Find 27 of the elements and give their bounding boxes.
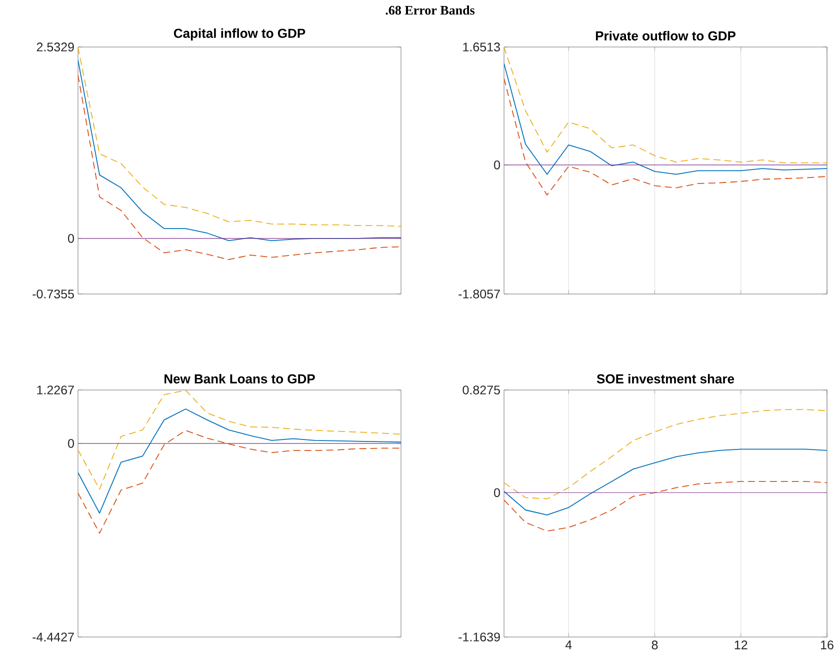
chart-title: Capital inflow to GDP <box>174 28 306 40</box>
line-series <box>78 74 402 260</box>
x-tick-label: 16 <box>821 640 834 650</box>
y-tick-label: 1.2267 <box>37 386 74 394</box>
x-tick-label: 12 <box>734 640 748 650</box>
y-tick-label: 0.8275 <box>462 386 500 394</box>
text: .68 Error Bands <box>386 6 475 15</box>
line-series <box>78 390 402 490</box>
line-series <box>78 408 402 514</box>
y-tick-label: 0 <box>494 488 500 498</box>
line-series <box>504 409 828 500</box>
y-tick-label: -0.7355 <box>32 290 74 298</box>
y-tick-label: -1.1639 <box>458 632 500 642</box>
x-tick-label: 8 <box>652 640 658 650</box>
y-tick-label: 0 <box>494 160 500 170</box>
chart-title: SOE investment share <box>596 374 734 384</box>
y-tick-label: -1.8057 <box>458 290 500 298</box>
line-series <box>78 430 402 534</box>
chart-title: Private outflow to GDP <box>596 30 736 40</box>
x-tick-label: 4 <box>565 640 572 650</box>
chart-title: New Bank Loans to GDP <box>164 374 315 384</box>
y-tick-label: 1.6513 <box>463 42 500 52</box>
y-tick-label: -4.4427 <box>32 632 74 642</box>
line-series <box>504 78 828 196</box>
y-tick-label: 2.5329 <box>36 42 74 52</box>
y-tick-label: 0 <box>68 234 74 243</box>
y-tick-label: 0 <box>68 439 74 448</box>
